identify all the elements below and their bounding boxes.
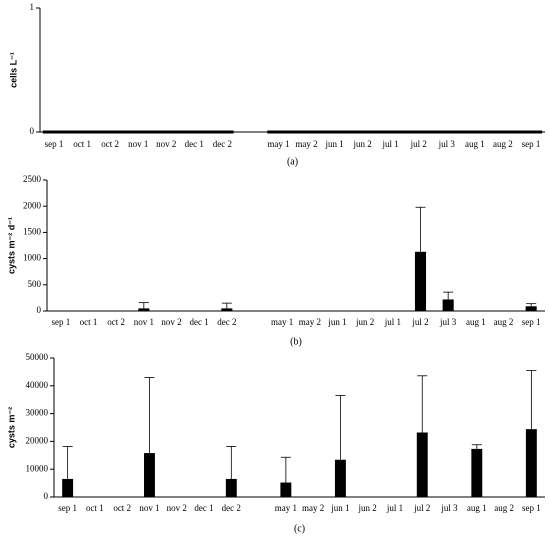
x-tick-label: dec 2 <box>217 317 236 327</box>
x-tick-label: aug 2 <box>494 317 514 327</box>
y-tick-label: 0 <box>44 491 49 501</box>
bar <box>334 459 346 497</box>
x-tick-label: dec 2 <box>222 503 241 513</box>
y-axis-label: cysts m⁻² <box>6 407 16 448</box>
x-tick-label: aug 1 <box>466 317 486 327</box>
x-tick-label: jun 1 <box>324 139 343 149</box>
bar <box>416 432 428 497</box>
x-tick-label: may 1 <box>271 317 293 327</box>
x-tick-label: jul 1 <box>386 503 403 513</box>
x-tick-label: dec 1 <box>190 317 209 327</box>
x-tick-label: jun 2 <box>353 139 372 149</box>
x-tick-label: jul 1 <box>384 317 401 327</box>
x-tick-label: sep 1 <box>58 503 77 513</box>
x-tick-label: dec 2 <box>213 139 232 149</box>
x-tick-label: oct 1 <box>86 503 104 513</box>
x-tick-label: jun 1 <box>330 503 349 513</box>
x-tick-label: oct 2 <box>101 139 119 149</box>
panel-caption: (c) <box>294 523 305 534</box>
x-tick-label: oct 1 <box>73 139 91 149</box>
panel-caption: (b) <box>290 336 302 347</box>
bar <box>280 482 292 497</box>
x-tick-label: oct 2 <box>107 317 125 327</box>
x-tick-label: nov 1 <box>128 139 148 149</box>
bar <box>525 306 537 311</box>
x-tick-label: sep 1 <box>51 317 70 327</box>
y-tick-label: 2500 <box>23 174 42 184</box>
bar <box>525 429 537 497</box>
y-tick-label: 0 <box>37 305 42 315</box>
x-tick-label: nov 2 <box>156 139 176 149</box>
x-tick-label: jun 2 <box>358 503 377 513</box>
x-tick-label: jul 3 <box>440 503 458 513</box>
x-tick-label: aug 2 <box>493 139 513 149</box>
x-tick-label: sep 1 <box>45 139 64 149</box>
x-tick-label: sep 1 <box>522 317 541 327</box>
y-tick-label: 2000 <box>23 200 42 210</box>
y-axis-label: cells L⁻¹ <box>8 52 18 88</box>
y-tick-label: 0 <box>30 126 35 136</box>
bar <box>442 299 454 311</box>
x-tick-label: oct 1 <box>80 317 98 327</box>
x-tick-label: may 2 <box>295 139 317 149</box>
x-tick-label: oct 2 <box>113 503 131 513</box>
x-tick-label: may 1 <box>267 139 289 149</box>
bar <box>414 251 427 311</box>
x-tick-label: jul 2 <box>413 503 430 513</box>
x-tick-label: sep 1 <box>522 139 541 149</box>
bar <box>471 448 483 497</box>
x-tick-label: nov 2 <box>167 503 187 513</box>
x-tick-label: jul 2 <box>411 317 428 327</box>
y-tick-label: 30000 <box>26 408 49 418</box>
x-tick-label: may 1 <box>275 503 297 513</box>
x-tick-label: jul 1 <box>382 139 399 149</box>
y-tick-label: 1000 <box>23 253 42 263</box>
y-tick-label: 20000 <box>26 435 49 445</box>
x-tick-label: dec 1 <box>185 139 204 149</box>
x-tick-label: jul 2 <box>410 139 427 149</box>
x-tick-label: may 2 <box>299 317 321 327</box>
bar <box>225 478 237 497</box>
x-tick-label: dec 1 <box>194 503 213 513</box>
x-tick-label: aug 1 <box>465 139 485 149</box>
x-tick-label: aug 2 <box>494 503 514 513</box>
y-tick-label: 40000 <box>26 380 49 390</box>
x-tick-label: may 2 <box>302 503 324 513</box>
panel-caption: (a) <box>287 156 298 167</box>
x-tick-label: nov 2 <box>161 317 181 327</box>
y-tick-label: 1 <box>30 2 35 12</box>
x-tick-label: jun 2 <box>355 317 374 327</box>
x-tick-label: jul 3 <box>438 139 456 149</box>
y-tick-label: 500 <box>28 279 42 289</box>
bar <box>221 308 233 311</box>
bar <box>62 478 74 497</box>
y-tick-label: 1500 <box>23 226 42 236</box>
x-tick-label: nov 1 <box>139 503 159 513</box>
x-tick-label: jun 1 <box>327 317 346 327</box>
x-tick-label: aug 1 <box>467 503 487 513</box>
y-axis-label: cysts m⁻² d⁻¹ <box>6 217 16 274</box>
y-tick-label: 10000 <box>26 463 49 473</box>
y-tick-label: 50000 <box>26 352 49 362</box>
bar <box>144 453 155 497</box>
bar <box>138 308 150 311</box>
x-tick-label: jul 3 <box>439 317 457 327</box>
x-tick-label: nov 1 <box>134 317 154 327</box>
x-tick-label: sep 1 <box>522 503 541 513</box>
